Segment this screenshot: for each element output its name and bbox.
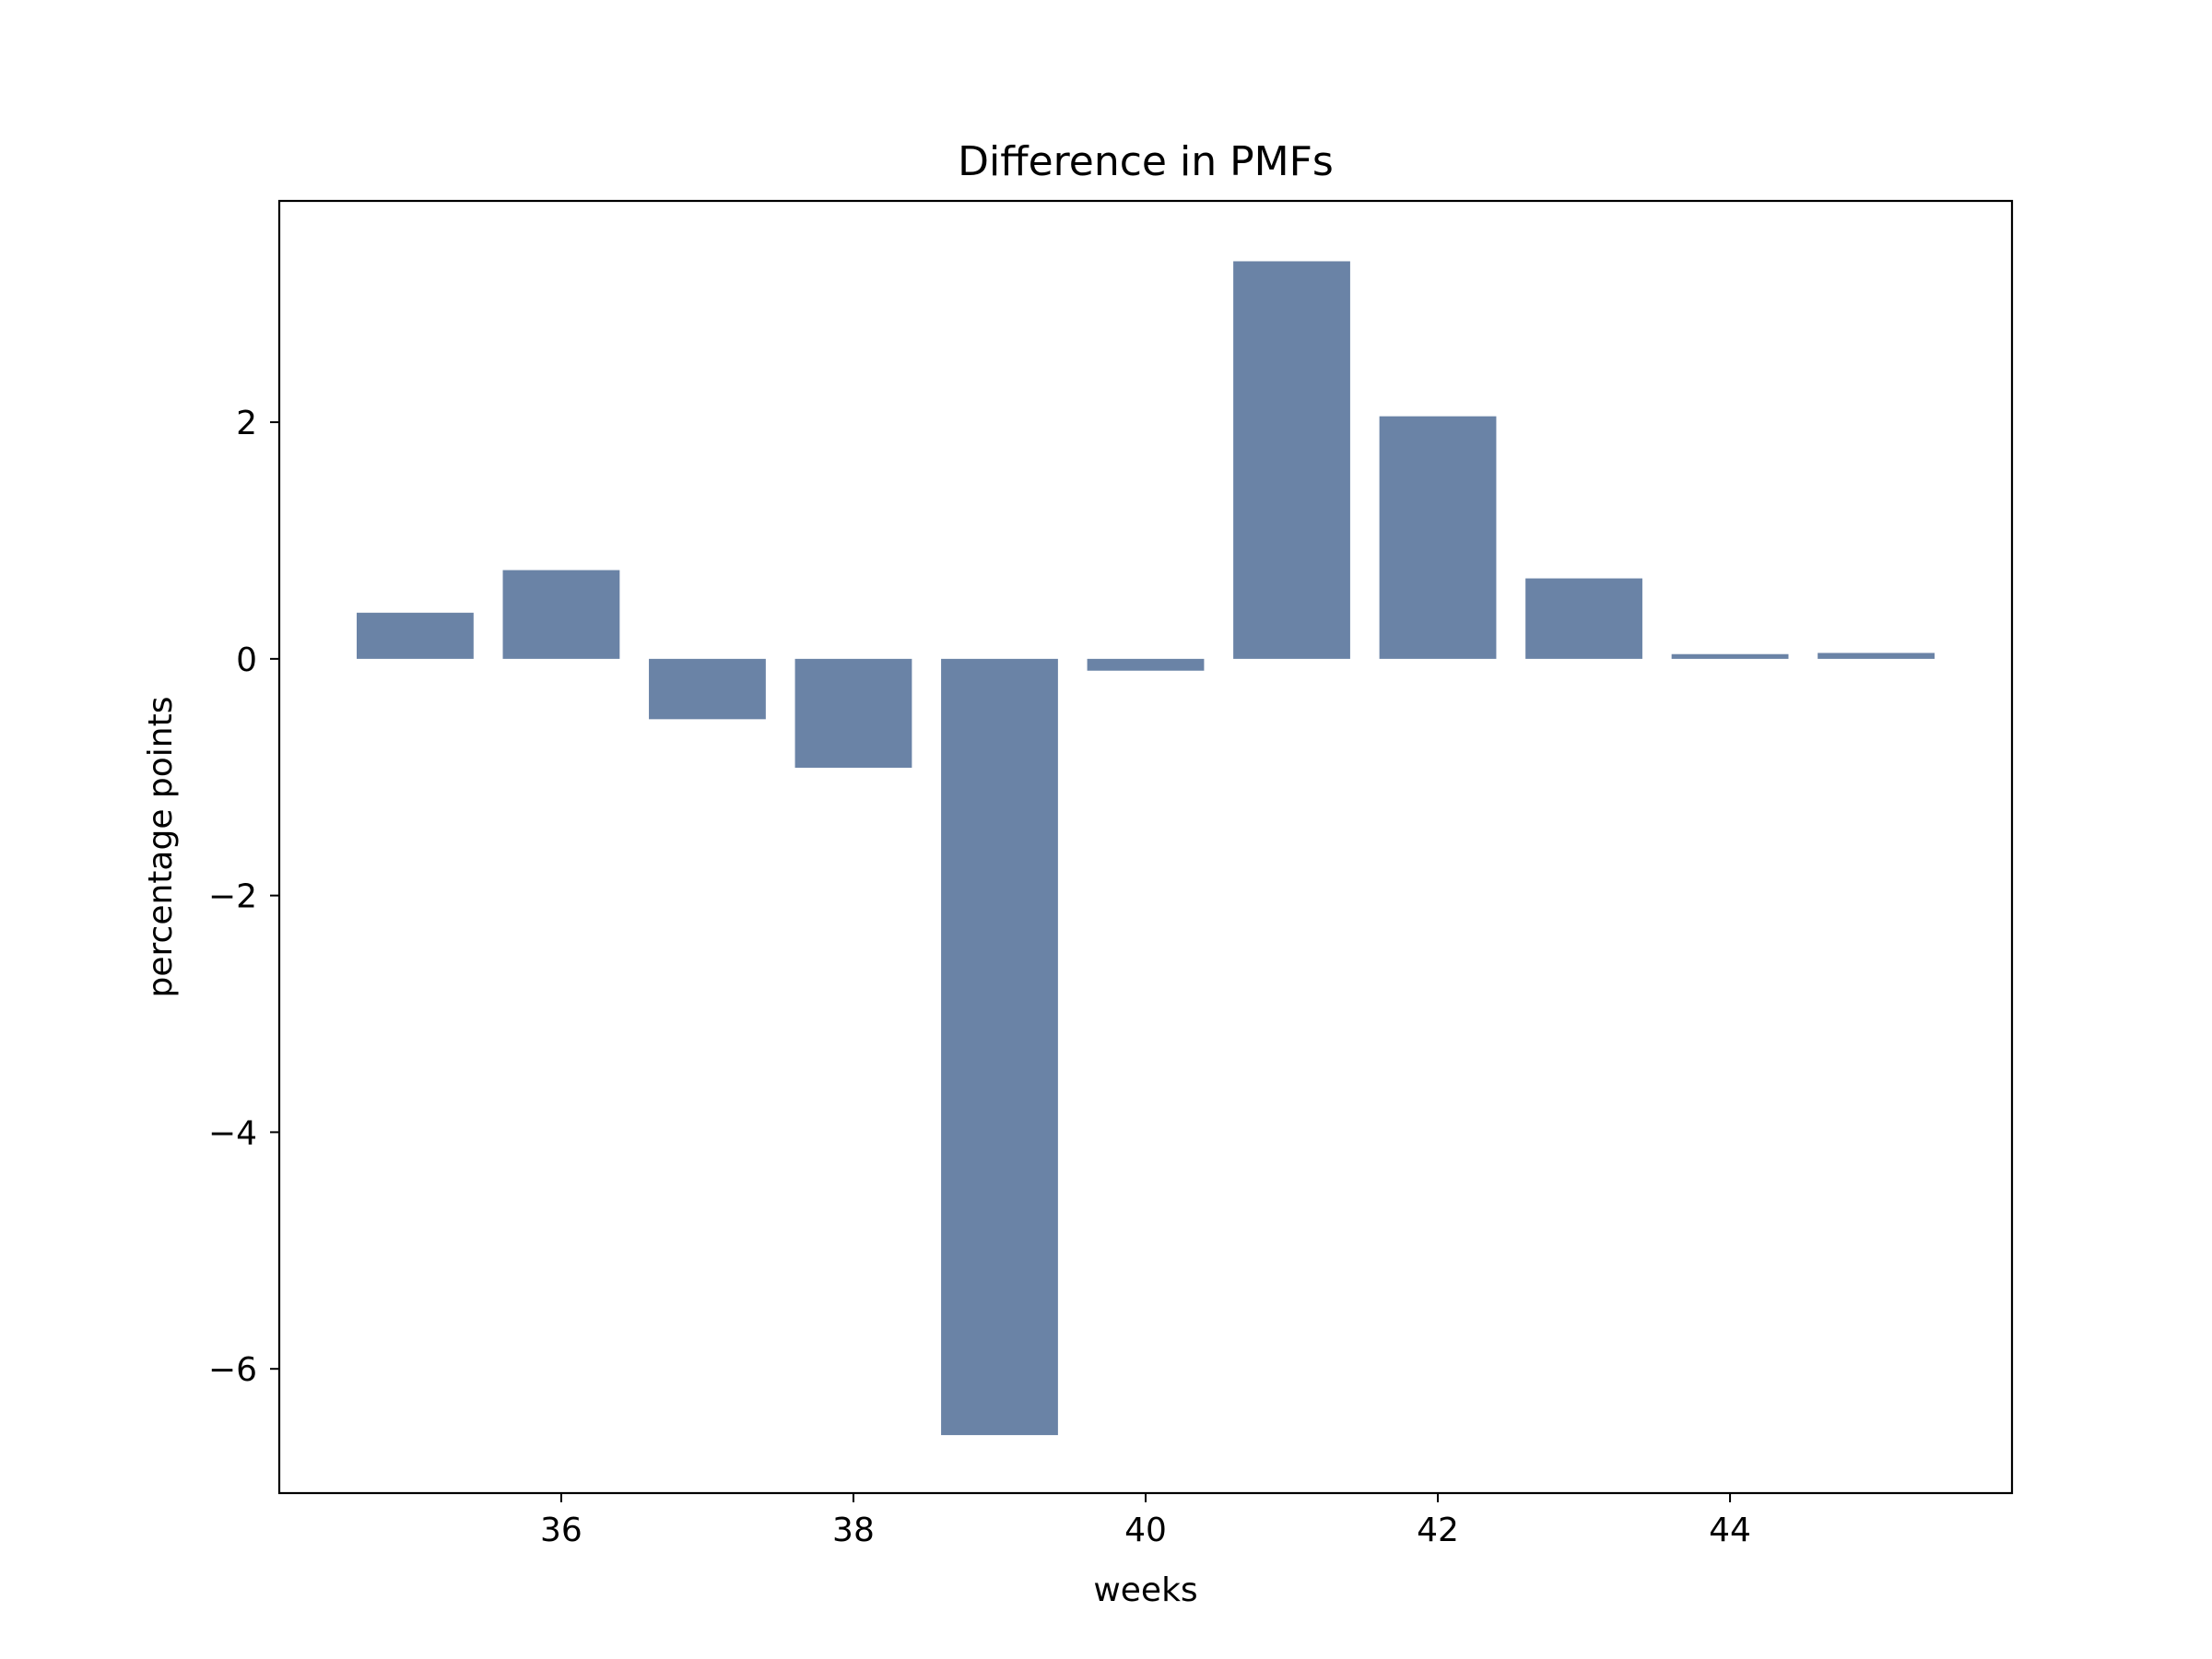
y-axis-ticks: −6 −4 −2 0 2 [208,405,279,1389]
x-tick-label: 44 [1709,1512,1751,1549]
bar-week-38 [794,658,912,768]
bar-week-42 [1379,416,1497,659]
x-tick-label: 40 [1124,1512,1167,1549]
x-tick-label: 38 [832,1512,875,1549]
bar-week-37 [649,658,766,720]
bar-week-43 [1525,578,1642,659]
x-axis-ticks: 36 38 40 42 44 [540,1493,1751,1549]
y-tick-label: 0 [236,641,257,679]
bar-week-45 [1818,653,1935,659]
bar-week-41 [1233,261,1350,659]
x-tick-label: 42 [1417,1512,1459,1549]
bars-group [357,261,1935,1436]
bar-week-39 [941,658,1058,1436]
y-tick-label: −6 [208,1351,257,1389]
bar-week-40 [1087,658,1205,671]
y-axis-label: percentage points [142,697,180,998]
y-tick-label: 2 [236,405,257,442]
bar-week-36 [502,570,620,659]
plot-frame [277,199,2014,1495]
chart-title: Difference in PMFs [958,138,1334,185]
bar-week-44 [1671,653,1789,659]
x-tick-label: 36 [540,1512,582,1549]
x-axis-label: weeks [1093,1571,1197,1609]
bar-week-35 [357,612,474,659]
y-tick-label: −4 [208,1114,257,1152]
y-tick-label: −2 [208,878,257,916]
